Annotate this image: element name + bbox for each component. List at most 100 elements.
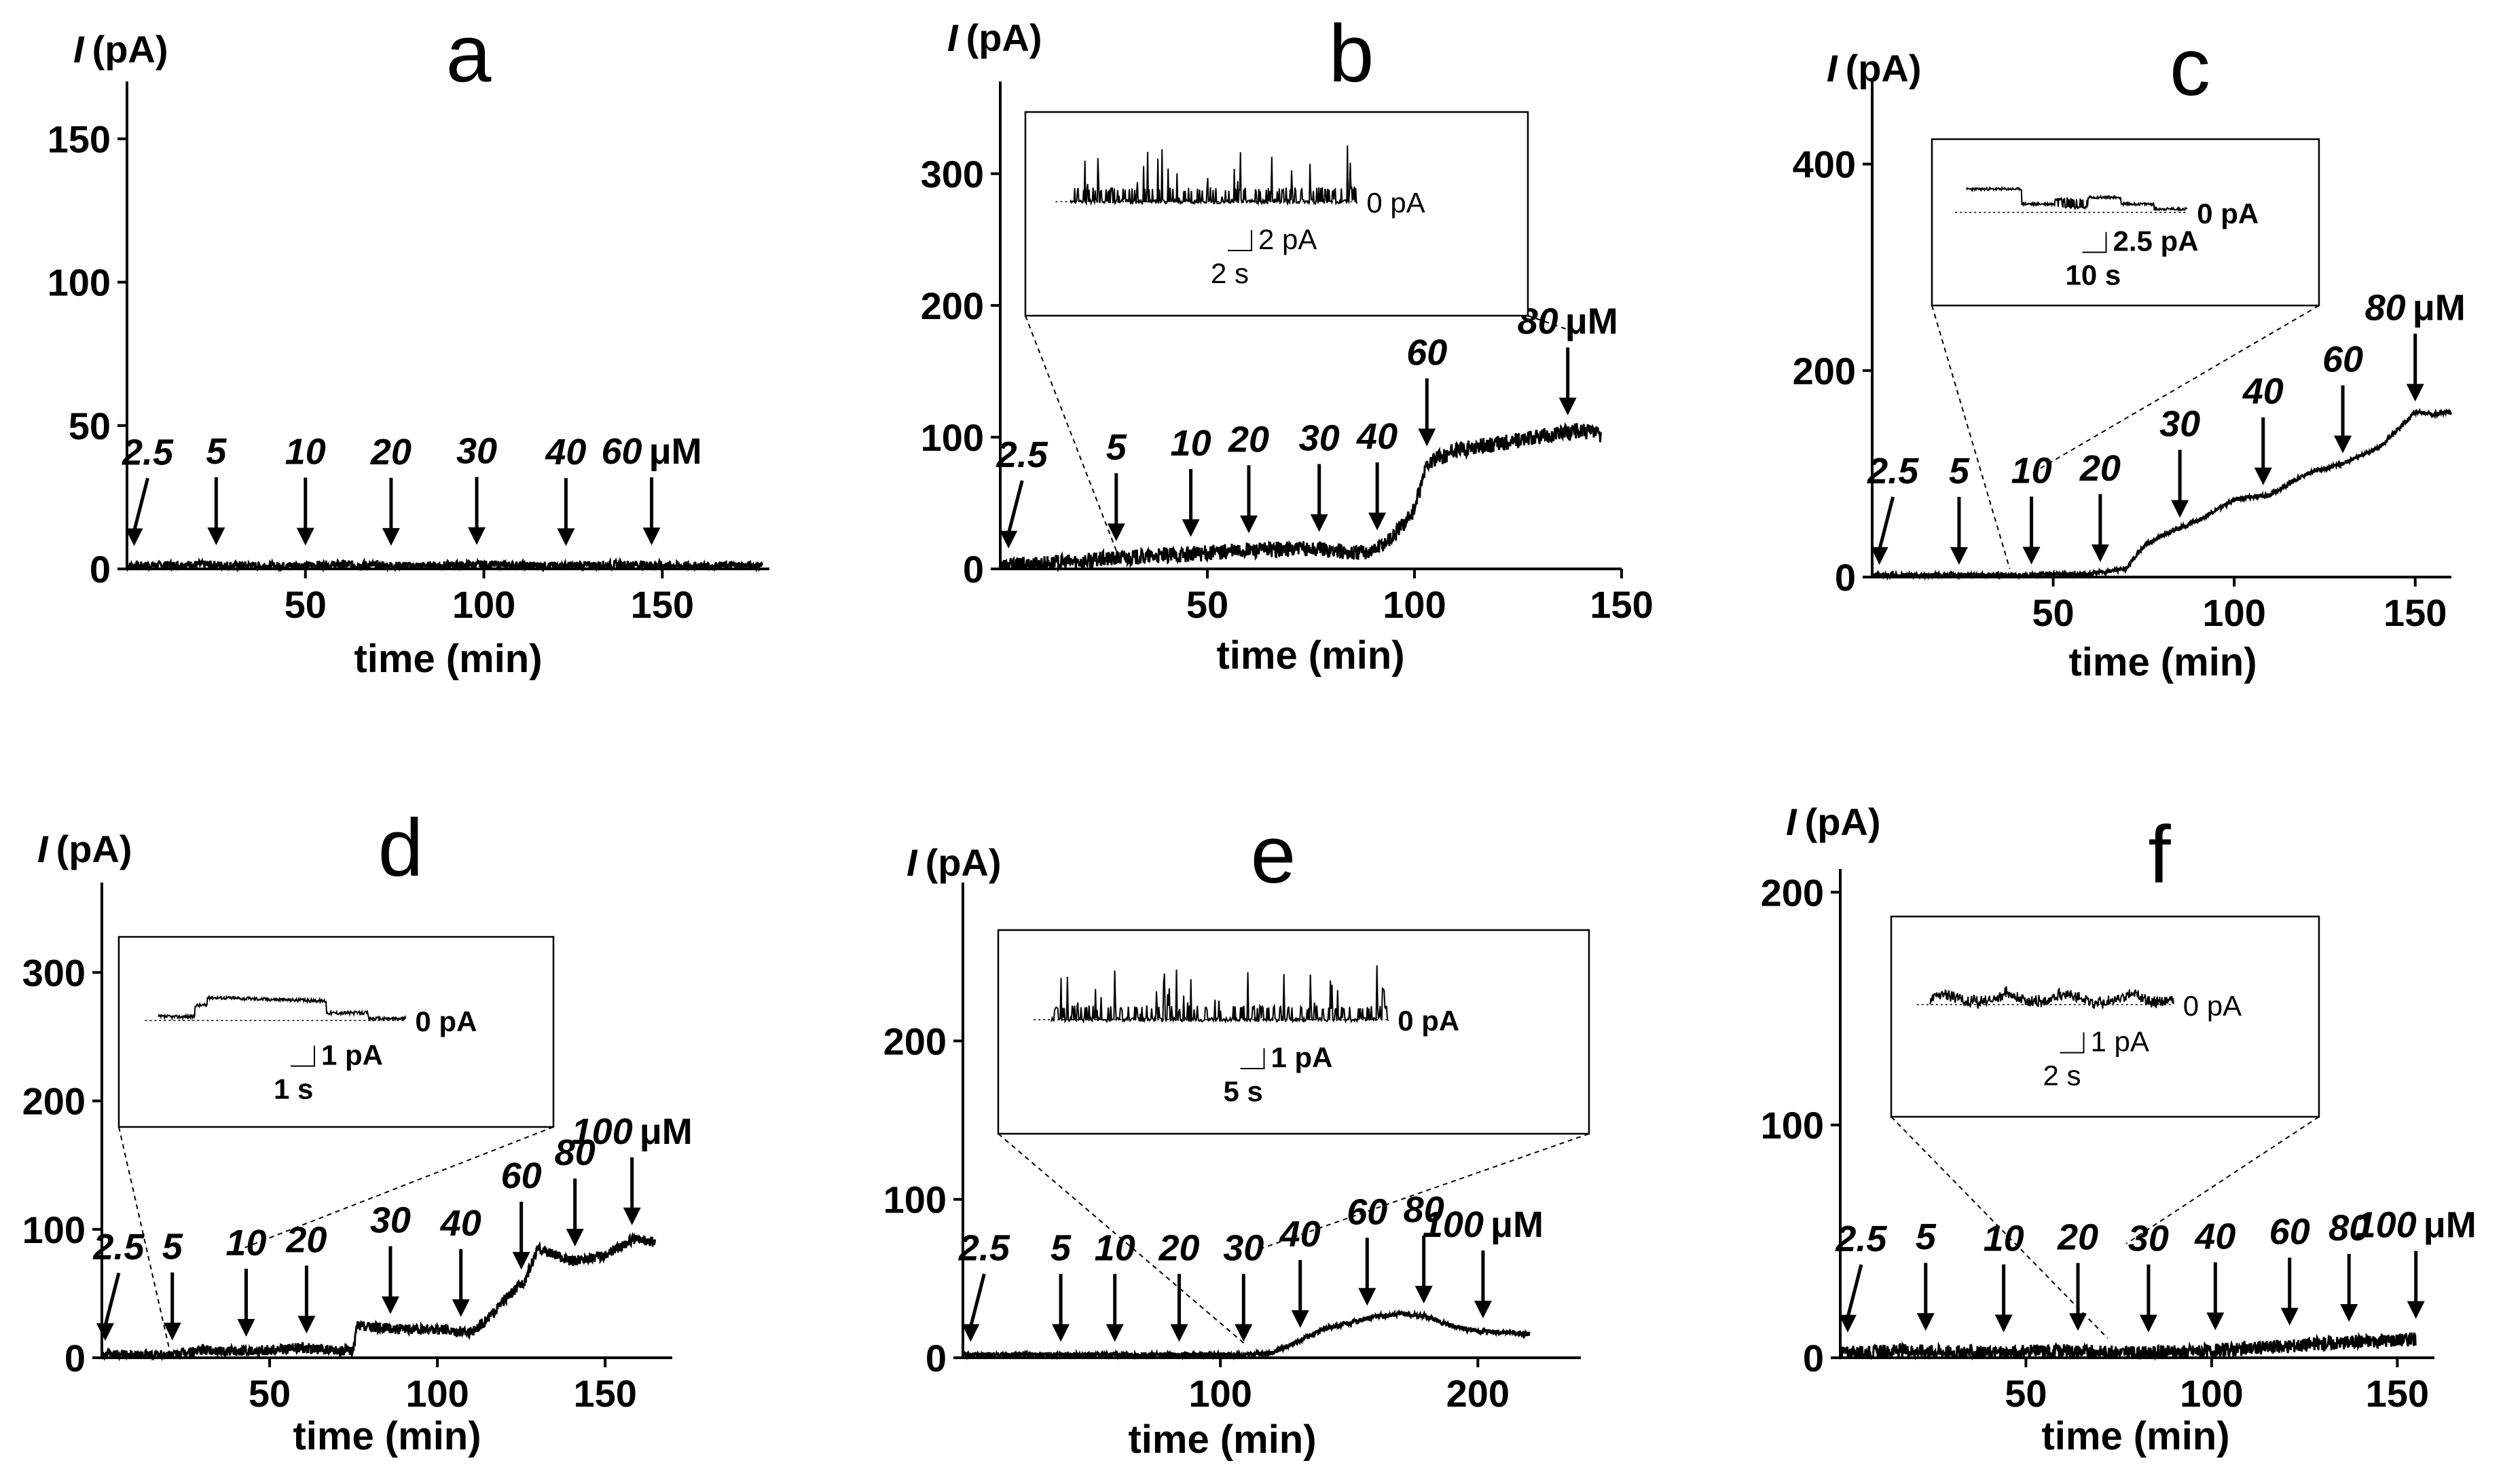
inset-frame bbox=[997, 929, 1590, 1135]
concentration-value: 60 bbox=[501, 1155, 542, 1196]
inset-trace bbox=[1070, 145, 1358, 206]
concentration-unit: μM bbox=[2424, 1205, 2477, 1246]
concentration-value: 40 bbox=[545, 432, 586, 473]
arrow-head bbox=[2406, 384, 2424, 402]
x-tick-label: 50 bbox=[2032, 591, 2074, 634]
current-trace bbox=[999, 422, 1602, 573]
panel-e: e I (pA) 0 100 200 100 200 time (min) 2.5 5 10 20 30 4… bbox=[883, 809, 1590, 1462]
concentration-value: 60 bbox=[2269, 1212, 2310, 1253]
y-axis-unit: (pA) bbox=[1846, 47, 1922, 90]
concentration-value: 80 bbox=[2329, 1208, 2369, 1248]
concentration-value: 60 bbox=[1406, 332, 1447, 373]
concentration-label: 30 bbox=[2159, 404, 2200, 445]
inset-baseline-label: 0 pA bbox=[2183, 990, 2242, 1022]
zoom-line bbox=[2125, 1116, 2320, 1244]
concentration-label: 40 bbox=[2242, 371, 2284, 412]
zoom-line bbox=[118, 1126, 170, 1348]
inset-baseline-label: 0 pA bbox=[2197, 198, 2259, 229]
concentration-value: 30 bbox=[2159, 404, 2200, 445]
concentration-label: 20 bbox=[370, 432, 412, 473]
y-tick-label: 200 bbox=[921, 284, 984, 327]
x-tick-label: 100 bbox=[2180, 1372, 2243, 1415]
y-tick-label: 300 bbox=[921, 153, 984, 196]
concentration-value: 5 bbox=[1949, 451, 1970, 492]
concentration-label: 60 μM bbox=[602, 431, 702, 472]
arrow-head bbox=[1474, 1300, 1492, 1318]
current-trace bbox=[1839, 1331, 2417, 1361]
inset: 0 pA 1 pA 2 s bbox=[1890, 915, 2320, 1339]
inset-scale-bar bbox=[2082, 231, 2107, 253]
arrow-head bbox=[1838, 1314, 1857, 1333]
concentration-label: 60 bbox=[2269, 1212, 2310, 1253]
y-tick-label: 150 bbox=[48, 117, 111, 160]
inset-frame bbox=[1024, 111, 1529, 317]
inset-scale-bar bbox=[1228, 230, 1252, 251]
y-tick-label: 0 bbox=[1803, 1337, 1824, 1379]
arrow-head bbox=[381, 1296, 399, 1314]
concentration-value: 80 bbox=[555, 1132, 596, 1173]
y-axis-unit: (pA) bbox=[92, 28, 168, 71]
y-axis-label: I (pA) bbox=[947, 16, 1042, 59]
inset: 0 pA 2 pA 2 s bbox=[1024, 111, 1569, 551]
concentration-value: 10 bbox=[1171, 423, 1211, 464]
concentration-label: 80 μM bbox=[1518, 301, 1618, 342]
concentration-label: 10 bbox=[1095, 1228, 1135, 1269]
arrow-head bbox=[2022, 547, 2041, 565]
concentration-unit: μM bbox=[640, 1111, 693, 1152]
arrow-head bbox=[468, 527, 486, 545]
x-tick-label: 100 bbox=[2202, 591, 2265, 634]
zoom-line bbox=[1527, 315, 1569, 331]
inset-trace bbox=[1051, 965, 1389, 1024]
concentration-value: 2.5 bbox=[1867, 451, 1919, 492]
inset-scale-x: 5 s bbox=[1224, 1075, 1263, 1107]
x-tick-label: 200 bbox=[1446, 1372, 1510, 1415]
arrow-head bbox=[452, 1299, 470, 1317]
concentration-label: 10 bbox=[285, 431, 326, 472]
inset-scale-y: 1 pA bbox=[1271, 1041, 1333, 1073]
concentration-label: 2.5 bbox=[1835, 1219, 1887, 1259]
concentration-label: 5 bbox=[1051, 1228, 1072, 1269]
concentration-label: 10 bbox=[1984, 1218, 2024, 1259]
inset-trace bbox=[1929, 986, 2174, 1009]
concentration-unit: μM bbox=[1565, 301, 1618, 342]
concentration-value: 60 bbox=[2322, 339, 2363, 380]
concentration-label: 40 bbox=[1356, 416, 1398, 457]
x-tick-label: 150 bbox=[2366, 1372, 2429, 1415]
zoom-line bbox=[242, 1126, 554, 1249]
concentration-unit: μM bbox=[2413, 288, 2466, 329]
arrow-head bbox=[1358, 1288, 1376, 1306]
panel-letter: e bbox=[1251, 809, 1296, 900]
concentration-label: 40 bbox=[1279, 1214, 1321, 1255]
inset-scale-bar bbox=[1240, 1048, 1265, 1069]
concentration-label: 80 bbox=[555, 1132, 596, 1173]
concentration-value: 30 bbox=[456, 431, 497, 472]
concentration-value: 2.5 bbox=[92, 1227, 145, 1267]
zoom-line bbox=[1891, 1116, 2108, 1339]
arrow-head bbox=[566, 1229, 584, 1247]
y-axis-symbol: I bbox=[1786, 800, 1797, 843]
inset-scale-y: 2 pA bbox=[1258, 223, 1317, 255]
concentration-value: 5 bbox=[1106, 427, 1127, 468]
inset-frame bbox=[1890, 915, 2320, 1118]
panel-c: c I (pA) 0 200 400 50 100 150 time (min) 2.5 5 10 20 3… bbox=[1793, 22, 2466, 684]
concentration-value: 80 bbox=[2365, 288, 2406, 329]
y-axis-unit: (pA) bbox=[926, 841, 1002, 884]
arrow-head bbox=[1052, 1324, 1070, 1342]
inset-scale-y: 1 pA bbox=[321, 1039, 383, 1071]
zoom-line bbox=[1025, 315, 1117, 551]
arrow-head bbox=[642, 527, 661, 546]
arrow-head bbox=[1368, 513, 1387, 531]
arrow-head bbox=[2206, 1312, 2225, 1331]
concentration-value: 10 bbox=[285, 431, 326, 472]
arrow-head bbox=[623, 1207, 641, 1225]
y-tick-label: 400 bbox=[1793, 143, 1856, 186]
x-axis-label: time (min) bbox=[1216, 633, 1404, 678]
arrow-head bbox=[1558, 397, 1577, 415]
y-axis-unit: (pA) bbox=[966, 16, 1042, 59]
concentration-arrow bbox=[1006, 480, 1024, 534]
arrow-head bbox=[1235, 1324, 1253, 1342]
y-axis-symbol: I bbox=[947, 16, 959, 59]
arrow-head bbox=[125, 528, 143, 547]
